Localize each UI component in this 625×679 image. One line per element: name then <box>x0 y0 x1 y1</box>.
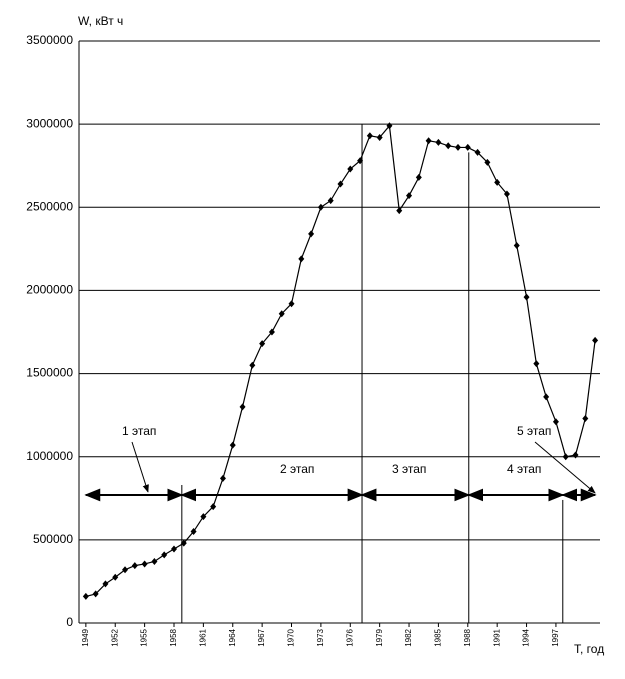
data-point <box>337 180 344 188</box>
data-point <box>582 414 589 422</box>
data-point <box>141 560 148 568</box>
data-point <box>366 132 373 140</box>
y-tick-label: 1000000 <box>26 449 73 463</box>
x-tick-label: 1961 <box>198 628 207 646</box>
data-point <box>200 513 207 521</box>
data-point <box>386 122 393 130</box>
data-point <box>317 203 324 211</box>
data-point <box>131 562 138 570</box>
data-point <box>122 566 129 574</box>
x-tick-label: 1964 <box>228 628 237 646</box>
x-tick-label: 1955 <box>140 628 149 646</box>
data-point <box>415 173 422 181</box>
data-point <box>190 528 197 536</box>
data-point <box>435 138 442 146</box>
data-point <box>494 178 501 186</box>
x-tick-label: 1967 <box>257 628 266 646</box>
x-tick-label: 1973 <box>316 628 325 646</box>
data-point <box>543 393 550 401</box>
x-tick-label: 1991 <box>492 628 501 646</box>
y-tick-label: 500000 <box>33 532 73 546</box>
data-point <box>533 360 540 368</box>
data-point <box>503 190 510 198</box>
stage-label: 1 этап <box>122 424 156 438</box>
data-point <box>249 361 256 369</box>
stage-label: 3 этап <box>392 462 426 476</box>
y-tick-label: 3500000 <box>26 33 73 47</box>
x-axis-label: T, год <box>574 642 604 656</box>
stage-label: 5 этап <box>517 424 551 438</box>
data-point <box>347 165 354 173</box>
data-point <box>474 148 481 156</box>
data-point <box>170 545 177 553</box>
data-point <box>278 310 285 318</box>
stage-label: 4 этап <box>507 462 541 476</box>
x-tick-label: 1994 <box>522 628 531 646</box>
y-tick-label: 2500000 <box>26 199 73 213</box>
data-point <box>376 133 383 141</box>
data-point <box>513 242 520 250</box>
x-tick-label: 1949 <box>81 628 90 646</box>
data-point <box>298 255 305 263</box>
data-point <box>327 197 334 205</box>
x-tick-label: 1988 <box>463 628 472 646</box>
x-tick-label: 1952 <box>110 628 119 646</box>
data-point <box>219 474 226 482</box>
x-tick-label: 1979 <box>375 628 384 646</box>
x-tick-label: 1976 <box>345 628 354 646</box>
data-point <box>552 418 559 426</box>
data-line <box>85 124 596 597</box>
data-point <box>572 451 579 459</box>
x-tick-label: 1982 <box>404 628 413 646</box>
x-tick-label: 1958 <box>169 628 178 646</box>
data-point <box>161 551 168 559</box>
data-point <box>396 207 403 215</box>
data-point <box>308 230 315 238</box>
x-tick-label: 1970 <box>287 628 296 646</box>
data-point <box>259 340 266 348</box>
y-tick-label: 3000000 <box>26 116 73 130</box>
stage-label: 2 этап <box>280 462 314 476</box>
y-tick-label: 1500000 <box>26 366 73 380</box>
x-tick-label: 1997 <box>551 628 560 646</box>
data-point <box>92 590 99 598</box>
x-tick-label: 1985 <box>434 628 443 646</box>
y-tick-label: 2000000 <box>26 283 73 297</box>
data-point <box>229 441 236 449</box>
pointer <box>131 441 149 493</box>
y-tick-label: 0 <box>66 615 73 629</box>
data-point <box>102 580 109 588</box>
data-point <box>454 143 461 151</box>
data-point <box>210 503 217 511</box>
y-axis-label: W, кВт ч <box>78 14 123 28</box>
data-point <box>82 592 89 600</box>
data-point <box>592 336 599 344</box>
data-point <box>425 137 432 145</box>
data-point <box>523 293 530 301</box>
data-point <box>562 453 569 461</box>
data-point <box>151 557 158 565</box>
data-point <box>445 142 452 150</box>
data-point <box>239 403 246 411</box>
data-point <box>112 573 119 581</box>
data-point <box>464 143 471 151</box>
data-point <box>268 328 275 336</box>
pointer <box>534 441 596 494</box>
data-point <box>406 192 413 200</box>
data-point <box>484 158 491 166</box>
data-point <box>288 300 295 308</box>
